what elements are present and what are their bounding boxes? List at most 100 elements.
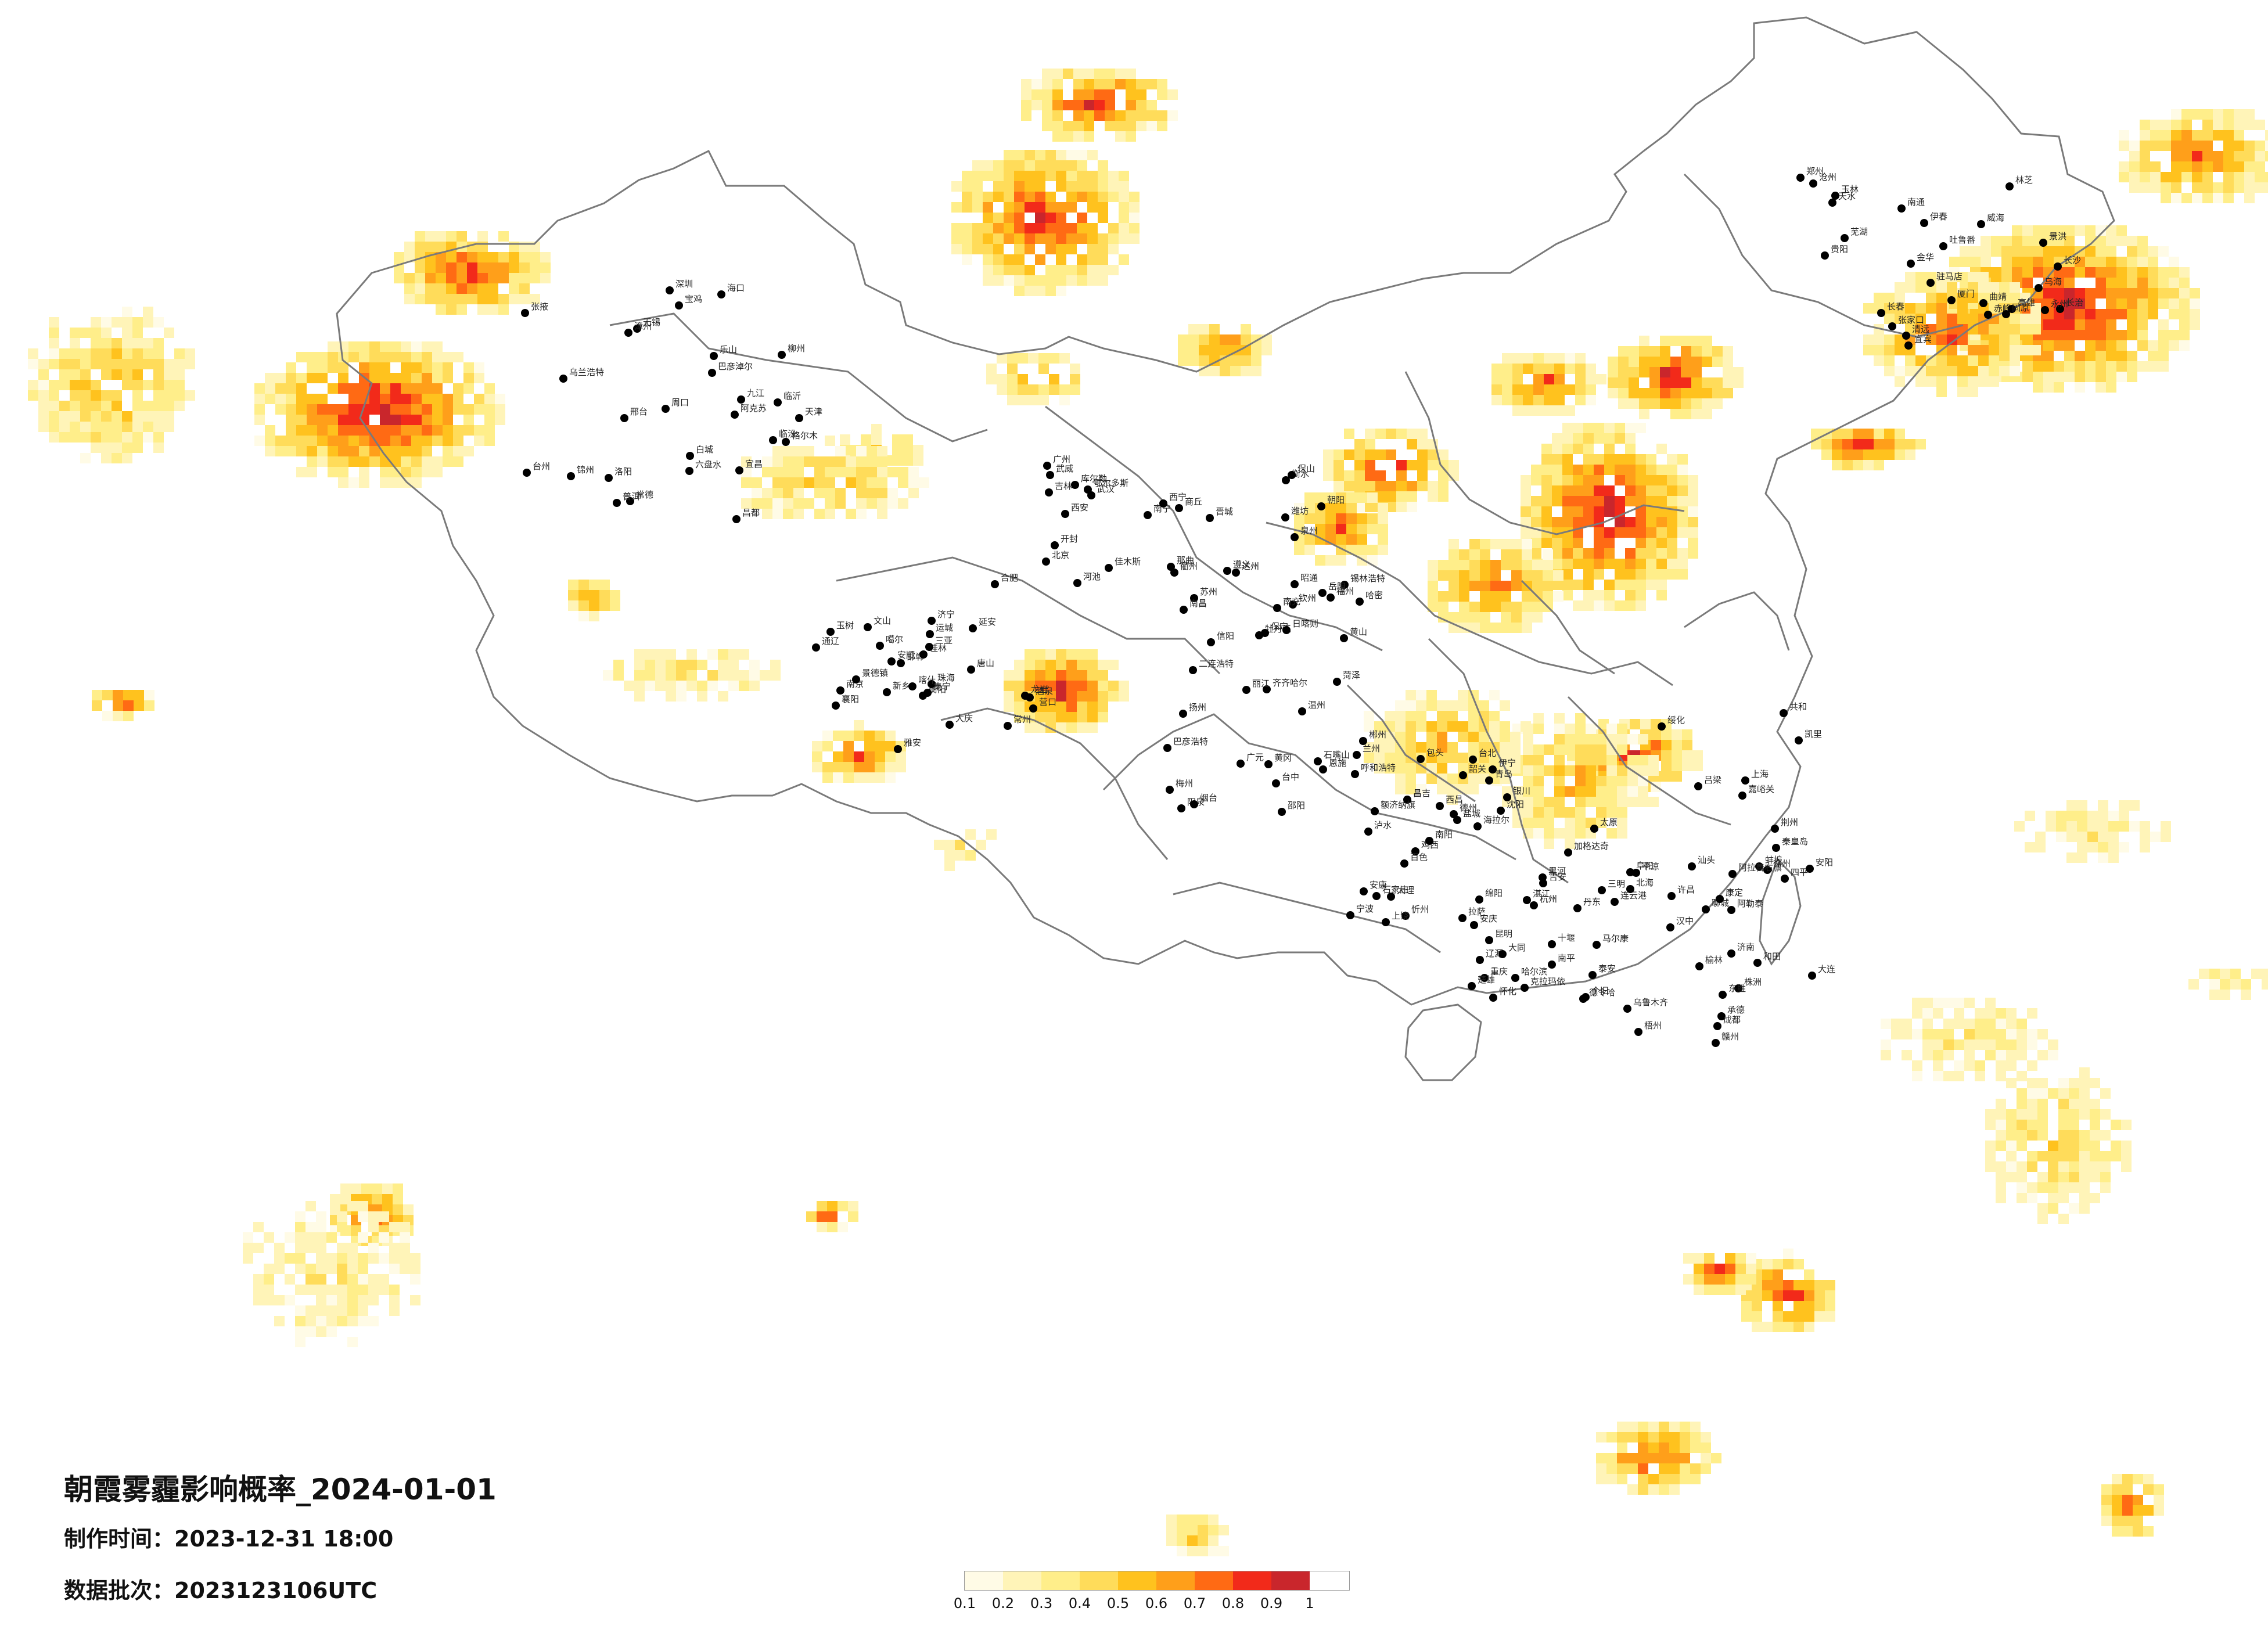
probability-cell bbox=[463, 404, 474, 415]
probability-cell bbox=[896, 762, 906, 772]
probability-cell bbox=[348, 394, 359, 404]
probability-cell bbox=[2100, 1109, 2111, 1120]
probability-cell bbox=[498, 304, 509, 315]
probability-cell bbox=[134, 700, 144, 711]
probability-cell bbox=[2213, 120, 2223, 130]
probability-cell bbox=[1448, 570, 1459, 581]
probability-cell bbox=[185, 348, 195, 359]
city-marker: 呼和浩特 bbox=[1351, 762, 1396, 778]
probability-cell bbox=[2192, 193, 2202, 203]
probability-cell bbox=[1573, 423, 1583, 433]
probability-cell bbox=[1094, 69, 1105, 79]
probability-cell bbox=[1884, 366, 1895, 376]
probability-cell bbox=[2137, 340, 2148, 351]
probability-cell bbox=[1108, 171, 1119, 181]
probability-cell bbox=[1490, 581, 1501, 591]
probability-cell bbox=[1105, 89, 1115, 100]
probability-cell bbox=[1416, 711, 1426, 721]
city-label: 汉中 bbox=[1676, 916, 1694, 926]
probability-cell bbox=[1447, 700, 1458, 711]
probability-cell bbox=[101, 317, 112, 328]
probability-cell bbox=[1636, 423, 1646, 433]
probability-cell bbox=[1045, 286, 1056, 296]
city-label: 黄冈 bbox=[1274, 753, 1292, 763]
probability-cell bbox=[1532, 560, 1543, 570]
probability-cell bbox=[132, 359, 143, 369]
probability-cell bbox=[1119, 181, 1129, 192]
probability-cell bbox=[1957, 303, 1968, 314]
probability-cell bbox=[1677, 527, 1688, 538]
probability-cell bbox=[1396, 502, 1407, 512]
city-marker: 郴州 bbox=[1359, 729, 1386, 745]
city-dot bbox=[1590, 825, 1598, 833]
probability-cell bbox=[1618, 357, 1629, 367]
probability-cell bbox=[305, 1232, 316, 1243]
probability-cell bbox=[2234, 182, 2244, 193]
probability-cell bbox=[1660, 377, 1670, 388]
probability-cell bbox=[2161, 832, 2171, 842]
probability-cell bbox=[123, 700, 134, 711]
probability-cell bbox=[1014, 254, 1025, 265]
probability-cell bbox=[338, 373, 348, 383]
probability-cell bbox=[1437, 763, 1447, 774]
probability-cell bbox=[2096, 267, 2106, 278]
probability-cell bbox=[1672, 771, 1682, 782]
probability-cell bbox=[739, 670, 749, 681]
probability-cell bbox=[676, 670, 686, 681]
probability-cell bbox=[1346, 524, 1357, 534]
city-dot bbox=[2035, 284, 2043, 292]
probability-cell bbox=[1596, 818, 1606, 828]
probability-cell bbox=[1406, 763, 1416, 774]
probability-cell bbox=[848, 1201, 858, 1211]
probability-cell bbox=[1115, 110, 1126, 121]
city-dot bbox=[919, 650, 928, 659]
probability-cell bbox=[1573, 580, 1583, 590]
probability-cell bbox=[411, 415, 422, 425]
probability-cell bbox=[1694, 1285, 1704, 1295]
probability-cell bbox=[2048, 1182, 2058, 1193]
city-label: 张家口 bbox=[1898, 315, 1924, 325]
probability-cell bbox=[1793, 1322, 1804, 1332]
probability-cell bbox=[2223, 130, 2234, 141]
probability-cell bbox=[1773, 1259, 1783, 1269]
probability-cell bbox=[1682, 750, 1692, 761]
probability-cell bbox=[983, 275, 993, 286]
probability-cell bbox=[1108, 265, 1119, 275]
probability-cell bbox=[2265, 151, 2268, 161]
city-marker: 白城 bbox=[686, 444, 713, 460]
probability-cell bbox=[1996, 1099, 2006, 1109]
probability-cell bbox=[1667, 559, 1677, 569]
probability-cell bbox=[474, 425, 484, 436]
probability-cell bbox=[1004, 265, 1014, 275]
city-marker: 潍坊 bbox=[1281, 506, 1309, 521]
city-label: 西安 bbox=[1071, 502, 1088, 513]
probability-cell bbox=[1915, 272, 1926, 282]
probability-cell bbox=[1063, 121, 1073, 131]
probability-cell bbox=[153, 348, 164, 359]
probability-cell bbox=[741, 477, 752, 488]
probability-cell bbox=[436, 304, 446, 315]
probability-cell bbox=[1157, 89, 1167, 100]
probability-cell bbox=[1842, 429, 1853, 439]
probability-cell bbox=[833, 731, 843, 741]
city-dot bbox=[795, 414, 803, 422]
probability-cell bbox=[2100, 1172, 2111, 1182]
probability-cell bbox=[1701, 1442, 1711, 1453]
probability-cell bbox=[59, 380, 70, 390]
city-marker: 乌鲁木齐 bbox=[1623, 997, 1668, 1013]
city-marker: 烟台 bbox=[1190, 793, 1217, 808]
probability-cell bbox=[1694, 1253, 1704, 1264]
probability-cell bbox=[2064, 246, 2075, 257]
probability-cell bbox=[1004, 275, 1014, 286]
probability-cell bbox=[2127, 309, 2137, 319]
probability-cell bbox=[1066, 244, 1077, 254]
probability-cell bbox=[1458, 753, 1468, 763]
city-label: 酒泉 bbox=[1036, 686, 1053, 696]
probability-cell bbox=[1480, 570, 1490, 581]
probability-cell bbox=[453, 425, 463, 436]
city-label: 天津 bbox=[805, 406, 822, 417]
city-marker: 三亚 bbox=[925, 635, 953, 651]
probability-cell bbox=[519, 252, 530, 262]
probability-cell bbox=[1094, 100, 1105, 110]
probability-cell bbox=[1999, 324, 2010, 334]
